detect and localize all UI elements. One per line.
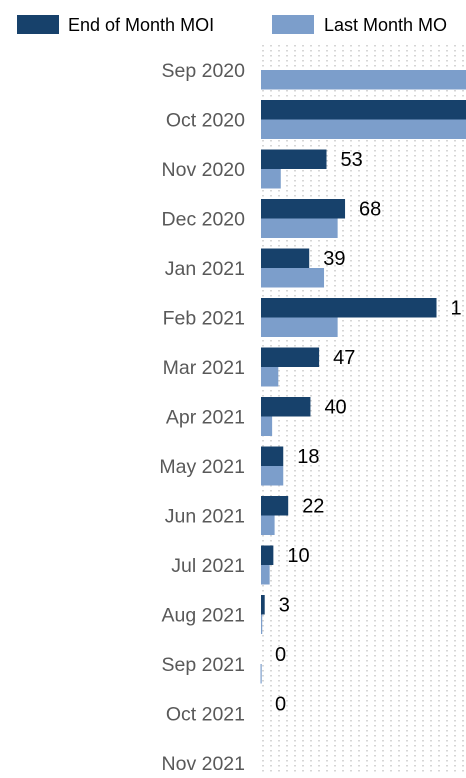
category-label: Aug 2021 — [162, 605, 246, 627]
category-label: Feb 2021 — [163, 308, 245, 330]
bar-last-month-moi — [261, 615, 262, 635]
category-label: Oct 2021 — [166, 704, 245, 726]
data-label: 39 — [323, 248, 345, 270]
category-label: Jul 2021 — [171, 555, 245, 577]
bar-last-month-moi — [261, 466, 283, 486]
data-label: 1 — [451, 298, 462, 320]
bar-last-month-moi — [261, 367, 278, 387]
bar-end-of-month-moi — [261, 348, 319, 368]
bar-end-of-month-moi — [261, 447, 283, 467]
bar-last-month-moi — [261, 318, 338, 338]
bars — [261, 70, 466, 684]
category-label: Oct 2020 — [166, 110, 245, 132]
legend-swatch-series-2 — [272, 15, 314, 34]
data-label: 68 — [359, 199, 381, 221]
data-label: 0 — [275, 644, 286, 666]
bar-end-of-month-moi — [261, 150, 327, 170]
legend-swatch-series-1 — [17, 15, 59, 34]
bar-last-month-moi — [261, 219, 338, 239]
category-axis-labels: Sep 2020 Oct 2020 Nov 2020 Dec 2020 Jan 2021… — [159, 60, 245, 773]
legend-label-series-1: End of Month MOI — [68, 15, 214, 35]
bar-end-of-month-moi — [261, 496, 288, 516]
category-label: Nov 2020 — [162, 159, 246, 181]
data-label: 3 — [279, 595, 290, 617]
bar-end-of-month-moi — [261, 100, 466, 120]
legend-label-series-2: Last Month MO — [324, 15, 447, 35]
bar-end-of-month-moi — [261, 249, 309, 269]
category-label: Sep 2021 — [162, 654, 246, 676]
bar-last-month-moi — [261, 120, 466, 140]
bar-last-month-moi — [261, 169, 281, 189]
bar-end-of-month-moi — [261, 199, 345, 219]
bar-last-month-moi — [261, 70, 466, 90]
category-label: Mar 2021 — [163, 357, 245, 379]
bar-end-of-month-moi — [261, 546, 273, 566]
legend: End of Month MOI Last Month MO — [17, 15, 447, 35]
category-label: Jun 2021 — [165, 506, 245, 528]
category-label: May 2021 — [159, 456, 245, 478]
bar-last-month-moi — [261, 565, 270, 585]
category-label: Jan 2021 — [165, 258, 245, 280]
category-label: Apr 2021 — [166, 407, 245, 429]
data-label: 47 — [333, 347, 355, 369]
data-label: 22 — [302, 496, 324, 518]
bar-last-month-moi — [261, 268, 324, 288]
bar-last-month-moi-zero-tick — [261, 664, 262, 684]
bar-end-of-month-moi — [261, 298, 437, 318]
category-label: Nov 2021 — [162, 753, 245, 773]
category-label: Sep 2020 — [162, 60, 246, 82]
bar-last-month-moi — [261, 516, 275, 536]
data-label: 18 — [297, 446, 319, 468]
category-label: Dec 2020 — [162, 209, 246, 231]
data-label: 40 — [324, 397, 346, 419]
data-label: 10 — [287, 545, 309, 567]
data-label: 53 — [341, 149, 363, 171]
data-label: 0 — [275, 694, 286, 716]
bar-end-of-month-moi — [261, 397, 310, 417]
bar-end-of-month-moi — [261, 595, 265, 615]
bar-last-month-moi — [261, 417, 272, 437]
